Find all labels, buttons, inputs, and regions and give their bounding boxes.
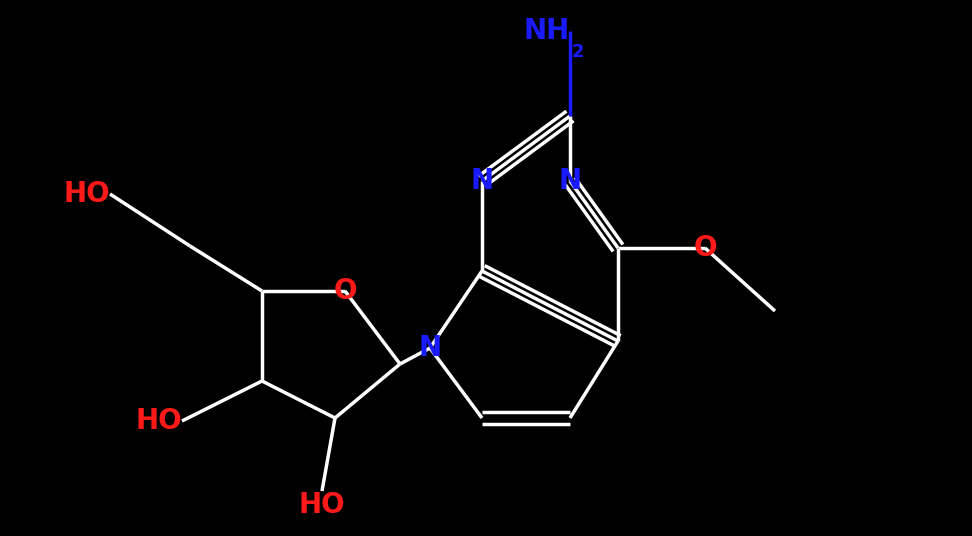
Text: 2: 2: [572, 43, 584, 61]
Text: NH: NH: [524, 17, 570, 45]
Text: HO: HO: [298, 491, 345, 519]
Text: N: N: [418, 334, 441, 362]
Text: N: N: [559, 167, 581, 195]
Text: O: O: [693, 234, 716, 262]
Text: HO: HO: [63, 180, 110, 208]
Text: HO: HO: [135, 407, 182, 435]
Text: N: N: [470, 167, 494, 195]
Text: O: O: [333, 277, 357, 305]
